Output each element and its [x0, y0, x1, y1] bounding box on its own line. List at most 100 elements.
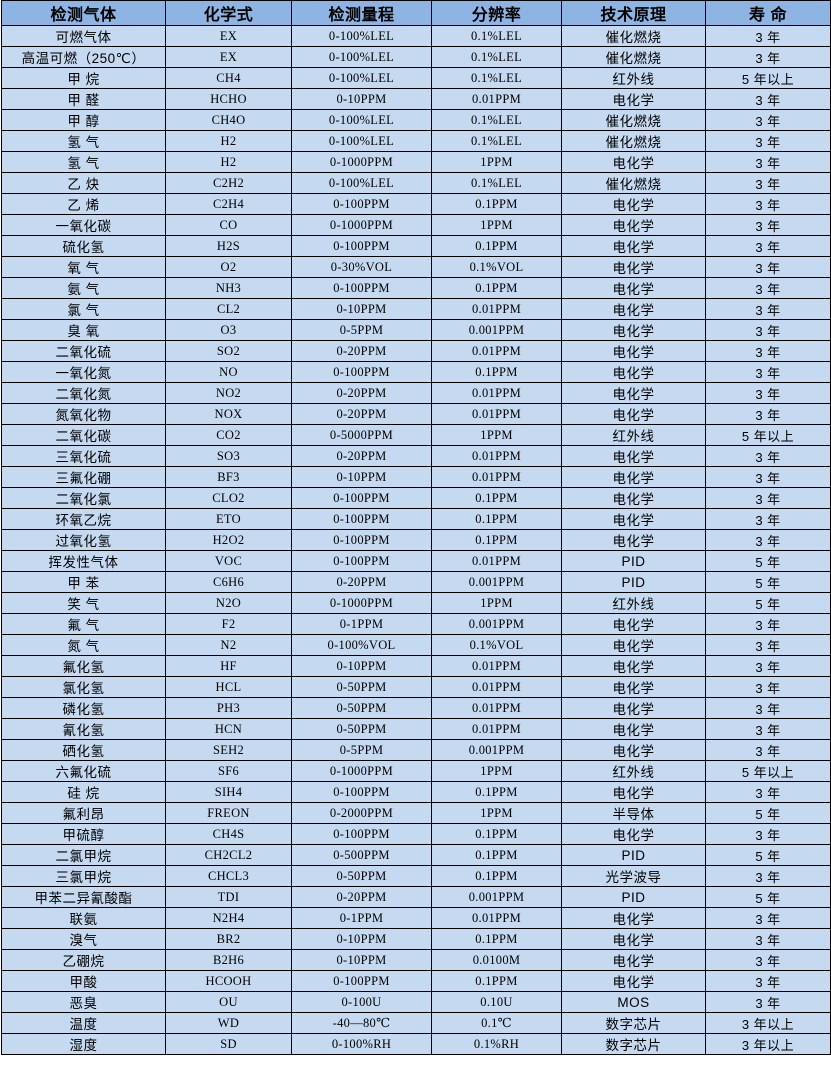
cell-technology: 催化燃烧: [561, 46, 706, 68]
cell-gas-name: 联氨: [1, 907, 166, 929]
cell-detection-range: 0-100%LEL: [291, 130, 432, 152]
column-header-technology: 技术原理: [561, 0, 706, 26]
cell-lifespan: 3 年: [705, 319, 831, 341]
table-row: 过氧化氢 H2O2 0-100PPM 0.1PPM 电化学 3 年: [1, 529, 831, 551]
cell-technology: 电化学: [561, 781, 706, 803]
cell-resolution: 0.1%VOL: [431, 256, 562, 278]
cell-chemical-formula: C6H6: [165, 571, 292, 593]
table-row: 氨 气 NH3 0-100PPM 0.1PPM 电化学 3 年: [1, 277, 831, 299]
cell-detection-range: 0-10PPM: [291, 655, 432, 677]
cell-technology: 红外线: [561, 424, 706, 446]
cell-detection-range: 0-50PPM: [291, 718, 432, 740]
cell-gas-name: 氯化氢: [1, 676, 166, 698]
cell-gas-name: 三氯甲烷: [1, 865, 166, 887]
table-row: 氢 气 H2 0-1000PPM 1PPM 电化学 3 年: [1, 151, 831, 173]
table-row: 挥发性气体 VOC 0-100PPM 0.01PPM PID 5 年: [1, 550, 831, 572]
cell-lifespan: 3 年: [705, 865, 831, 887]
table-row: 高温可燃（250℃） EX 0-100%LEL 0.1%LEL 催化燃烧 3 年: [1, 46, 831, 68]
cell-chemical-formula: N2H4: [165, 907, 292, 929]
cell-lifespan: 3 年: [705, 382, 831, 404]
cell-chemical-formula: B2H6: [165, 949, 292, 971]
table-row: 甲 醇 CH4O 0-100%LEL 0.1%LEL 催化燃烧 3 年: [1, 109, 831, 131]
cell-detection-range: 0-1PPM: [291, 907, 432, 929]
cell-lifespan: 3 年: [705, 529, 831, 551]
cell-technology: 催化燃烧: [561, 172, 706, 194]
cell-technology: 电化学: [561, 403, 706, 425]
cell-chemical-formula: NH3: [165, 277, 292, 299]
cell-gas-name: 三氧化硫: [1, 445, 166, 467]
cell-lifespan: 3 年: [705, 781, 831, 803]
table-row: 可燃气体 EX 0-100%LEL 0.1%LEL 催化燃烧 3 年: [1, 25, 831, 47]
cell-chemical-formula: HCL: [165, 676, 292, 698]
cell-resolution: 0.1PPM: [431, 844, 562, 866]
cell-resolution: 0.1PPM: [431, 781, 562, 803]
cell-chemical-formula: SF6: [165, 760, 292, 782]
cell-detection-range: 0-100PPM: [291, 529, 432, 551]
cell-lifespan: 3 年: [705, 907, 831, 929]
cell-lifespan: 3 年: [705, 88, 831, 110]
cell-resolution: 0.1PPM: [431, 193, 562, 215]
table-row: 氮氧化物 NOX 0-20PPM 0.01PPM 电化学 3 年: [1, 403, 831, 425]
table-row: 硅 烷 SIH4 0-100PPM 0.1PPM 电化学 3 年: [1, 781, 831, 803]
cell-gas-name: 甲硫醇: [1, 823, 166, 845]
cell-technology: 催化燃烧: [561, 25, 706, 47]
table-row: 笑 气 N2O 0-1000PPM 1PPM 红外线 5 年: [1, 592, 831, 614]
cell-resolution: 0.01PPM: [431, 550, 562, 572]
cell-technology: 电化学: [561, 466, 706, 488]
cell-resolution: 0.01PPM: [431, 340, 562, 362]
cell-gas-name: 甲酸: [1, 970, 166, 992]
table-row: 磷化氢 PH3 0-50PPM 0.01PPM 电化学 3 年: [1, 697, 831, 719]
cell-lifespan: 3 年: [705, 487, 831, 509]
cell-lifespan: 3 年: [705, 46, 831, 68]
cell-detection-range: 0-10PPM: [291, 88, 432, 110]
cell-detection-range: 0-5000PPM: [291, 424, 432, 446]
cell-technology: 电化学: [561, 949, 706, 971]
cell-gas-name: 三氟化硼: [1, 466, 166, 488]
cell-resolution: 0.1PPM: [431, 277, 562, 299]
cell-gas-name: 氟利昂: [1, 802, 166, 824]
cell-resolution: 1PPM: [431, 151, 562, 173]
cell-gas-name: 磷化氢: [1, 697, 166, 719]
cell-lifespan: 3 年: [705, 445, 831, 467]
cell-technology: 电化学: [561, 193, 706, 215]
cell-chemical-formula: NO2: [165, 382, 292, 404]
cell-gas-name: 一氧化碳: [1, 214, 166, 236]
cell-gas-name: 氢 气: [1, 151, 166, 173]
cell-resolution: 0.01PPM: [431, 466, 562, 488]
table-body: 可燃气体 EX 0-100%LEL 0.1%LEL 催化燃烧 3 年高温可燃（250℃） E…: [1, 25, 831, 1055]
cell-gas-name: 六氟化硫: [1, 760, 166, 782]
cell-lifespan: 3 年: [705, 109, 831, 131]
cell-gas-name: 氰化氢: [1, 718, 166, 740]
cell-lifespan: 3 年: [705, 25, 831, 47]
table-row: 氰化氢 HCN 0-50PPM 0.01PPM 电化学 3 年: [1, 718, 831, 740]
cell-resolution: 0.001PPM: [431, 886, 562, 908]
cell-chemical-formula: BF3: [165, 466, 292, 488]
cell-lifespan: 3 年: [705, 193, 831, 215]
cell-gas-name: 乙 炔: [1, 172, 166, 194]
cell-lifespan: 3 年: [705, 634, 831, 656]
cell-detection-range: 0-20PPM: [291, 886, 432, 908]
cell-chemical-formula: NOX: [165, 403, 292, 425]
cell-technology: PID: [561, 550, 706, 572]
cell-chemical-formula: H2O2: [165, 529, 292, 551]
cell-gas-name: 氧 气: [1, 256, 166, 278]
cell-gas-name: 环氧乙烷: [1, 508, 166, 530]
cell-resolution: 0.001PPM: [431, 319, 562, 341]
cell-chemical-formula: O3: [165, 319, 292, 341]
table-row: 联氨 N2H4 0-1PPM 0.01PPM 电化学 3 年: [1, 907, 831, 929]
table-row: 恶臭 OU 0-100U 0.10U MOS 3 年: [1, 991, 831, 1013]
table-row: 二氧化碳 CO2 0-5000PPM 1PPM 红外线 5 年以上: [1, 424, 831, 446]
cell-chemical-formula: F2: [165, 613, 292, 635]
table-row: 二氧化氯 CLO2 0-100PPM 0.1PPM 电化学 3 年: [1, 487, 831, 509]
cell-resolution: 0.0100M: [431, 949, 562, 971]
cell-lifespan: 3 年: [705, 697, 831, 719]
cell-detection-range: 0-100PPM: [291, 361, 432, 383]
cell-chemical-formula: PH3: [165, 697, 292, 719]
cell-lifespan: 3 年: [705, 970, 831, 992]
cell-gas-name: 甲苯二异氰酸酯: [1, 886, 166, 908]
cell-gas-name: 二氧化氯: [1, 487, 166, 509]
cell-technology: 电化学: [561, 739, 706, 761]
table-row: 氟利昂 FREON 0-2000PPM 1PPM 半导体 5 年: [1, 802, 831, 824]
cell-technology: 电化学: [561, 487, 706, 509]
